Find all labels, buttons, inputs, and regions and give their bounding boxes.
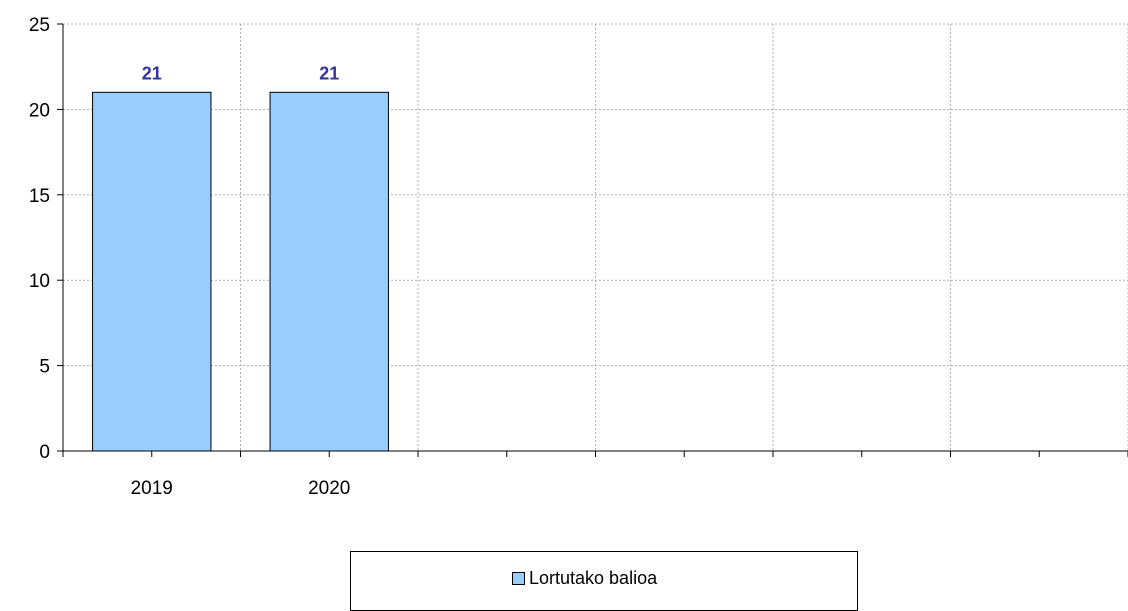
axes (57, 23, 1128, 457)
bar (269, 91, 389, 452)
x-tick-label: 2019 (131, 478, 173, 499)
y-tick-label: 10 (29, 271, 50, 292)
legend: Lortutako balioa (350, 551, 858, 611)
bar-chart: 0 5 10 15 20 25 21 21 2019 2020 (29, 15, 1128, 499)
bars (92, 91, 389, 452)
legend-swatch (512, 572, 525, 585)
labels: 0 5 10 15 20 25 21 21 2019 2020 (29, 15, 351, 499)
y-tick-label: 15 (29, 186, 50, 207)
grid-lines (63, 23, 1128, 451)
y-tick-label: 20 (29, 100, 50, 121)
data-label: 21 (142, 63, 162, 83)
bar (92, 91, 212, 452)
y-tick-label: 5 (39, 357, 50, 378)
legend-entry: Lortutako balioa (512, 568, 657, 589)
x-tick-label: 2020 (308, 478, 350, 499)
y-tick-label: 25 (29, 15, 50, 36)
legend-label: Lortutako balioa (529, 568, 658, 588)
data-label: 21 (319, 63, 339, 83)
y-tick-label: 0 (39, 442, 50, 463)
